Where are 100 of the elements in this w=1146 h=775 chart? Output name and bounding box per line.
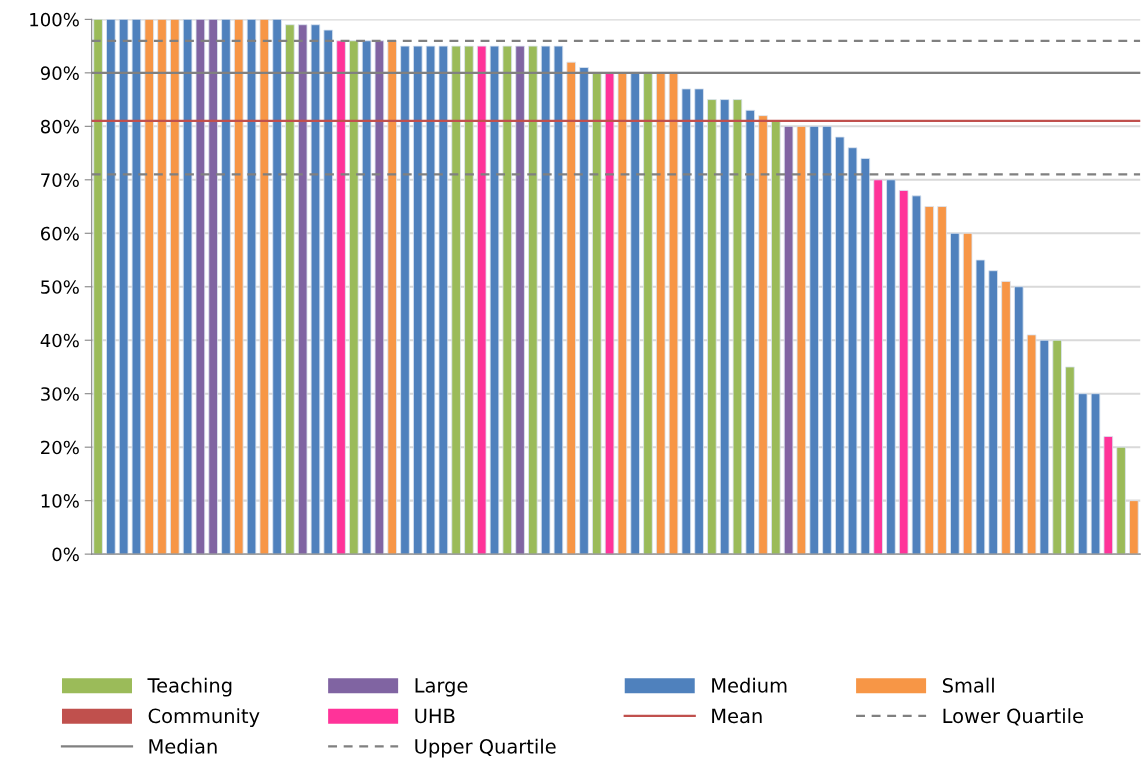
bar [387, 40, 397, 555]
bar [157, 19, 167, 555]
bar [131, 19, 142, 555]
legend-label: Mean [712, 708, 762, 724]
bar [566, 61, 576, 555]
bar [668, 72, 679, 555]
bar [515, 45, 525, 555]
legend-label: Large [415, 678, 468, 697]
bar [400, 45, 410, 555]
bar [413, 45, 423, 555]
bar [489, 45, 500, 555]
bar [911, 195, 922, 555]
bar [847, 147, 858, 555]
y-tick-label: 50% [41, 280, 79, 294]
bar [796, 125, 807, 555]
bar [592, 72, 602, 555]
y-tick-label: 30% [41, 387, 79, 401]
bar [1090, 393, 1101, 555]
bar [822, 125, 832, 555]
bar [617, 72, 628, 555]
bar [476, 45, 487, 555]
bar [502, 45, 513, 555]
bar [451, 45, 461, 555]
bar [553, 45, 564, 555]
bar [438, 45, 449, 555]
y-tick-label: 90% [40, 66, 79, 80]
bar [771, 120, 781, 555]
bar [834, 136, 845, 555]
y-tick-label: 80% [40, 119, 79, 134]
bar [374, 40, 385, 555]
bar [285, 24, 295, 555]
bar [630, 72, 640, 555]
bar [195, 19, 206, 555]
y-tick-label: 20% [41, 440, 79, 455]
bar [988, 270, 998, 555]
bar [975, 259, 986, 555]
bar [1026, 334, 1037, 555]
bar [182, 19, 193, 555]
bar [937, 206, 947, 555]
legend-label: Lower Quartile [943, 708, 1083, 726]
bar [579, 67, 589, 555]
bar [425, 45, 436, 555]
bar [783, 125, 794, 555]
bar [221, 19, 231, 555]
bar [246, 19, 257, 555]
bar [732, 99, 743, 555]
bar [809, 125, 819, 555]
bar [106, 19, 116, 555]
bar [310, 24, 321, 555]
legend-label: Teaching [147, 677, 232, 697]
bar [464, 45, 474, 555]
bar [886, 179, 896, 555]
bar [233, 19, 244, 555]
bar [349, 40, 359, 555]
bar [361, 40, 372, 555]
bar [323, 29, 334, 555]
bar [1001, 280, 1011, 555]
bar [1103, 436, 1114, 555]
bar [707, 99, 717, 555]
bar [898, 190, 909, 555]
bar [1065, 366, 1075, 555]
bar [1116, 446, 1126, 555]
bar [643, 72, 653, 555]
bar [208, 19, 218, 555]
y-tick-label: 100% [30, 12, 79, 27]
bar [272, 19, 282, 555]
bar [1014, 286, 1024, 555]
bar [962, 232, 973, 555]
legend-label: Community [148, 708, 260, 728]
bar [259, 19, 270, 555]
legend-label: Median [149, 738, 217, 754]
bar [924, 206, 935, 555]
y-tick-label: 60% [41, 226, 79, 241]
y-tick-label: 0% [52, 547, 79, 562]
bar [860, 157, 871, 555]
bar [336, 40, 346, 555]
bar [528, 45, 538, 555]
bar [1039, 339, 1050, 555]
bar [297, 24, 308, 555]
bar [604, 72, 615, 555]
bar [540, 45, 551, 555]
bar [950, 232, 960, 555]
bar [719, 99, 730, 555]
bar [118, 19, 129, 555]
legend-label: Small [942, 677, 994, 693]
bar [681, 88, 692, 555]
bar [694, 88, 704, 555]
legend-label: UHB [415, 708, 455, 724]
bar [758, 115, 768, 555]
bar [1077, 393, 1088, 555]
bar [170, 19, 180, 555]
bar [745, 109, 756, 555]
y-tick-label: 40% [40, 333, 79, 348]
bar [1129, 500, 1139, 555]
y-tick-label: 10% [41, 494, 79, 508]
bar [1052, 339, 1062, 555]
legend-label: Medium [712, 677, 787, 693]
y-tick-label: 70% [41, 173, 79, 187]
bar [655, 72, 666, 555]
bar [144, 19, 154, 555]
